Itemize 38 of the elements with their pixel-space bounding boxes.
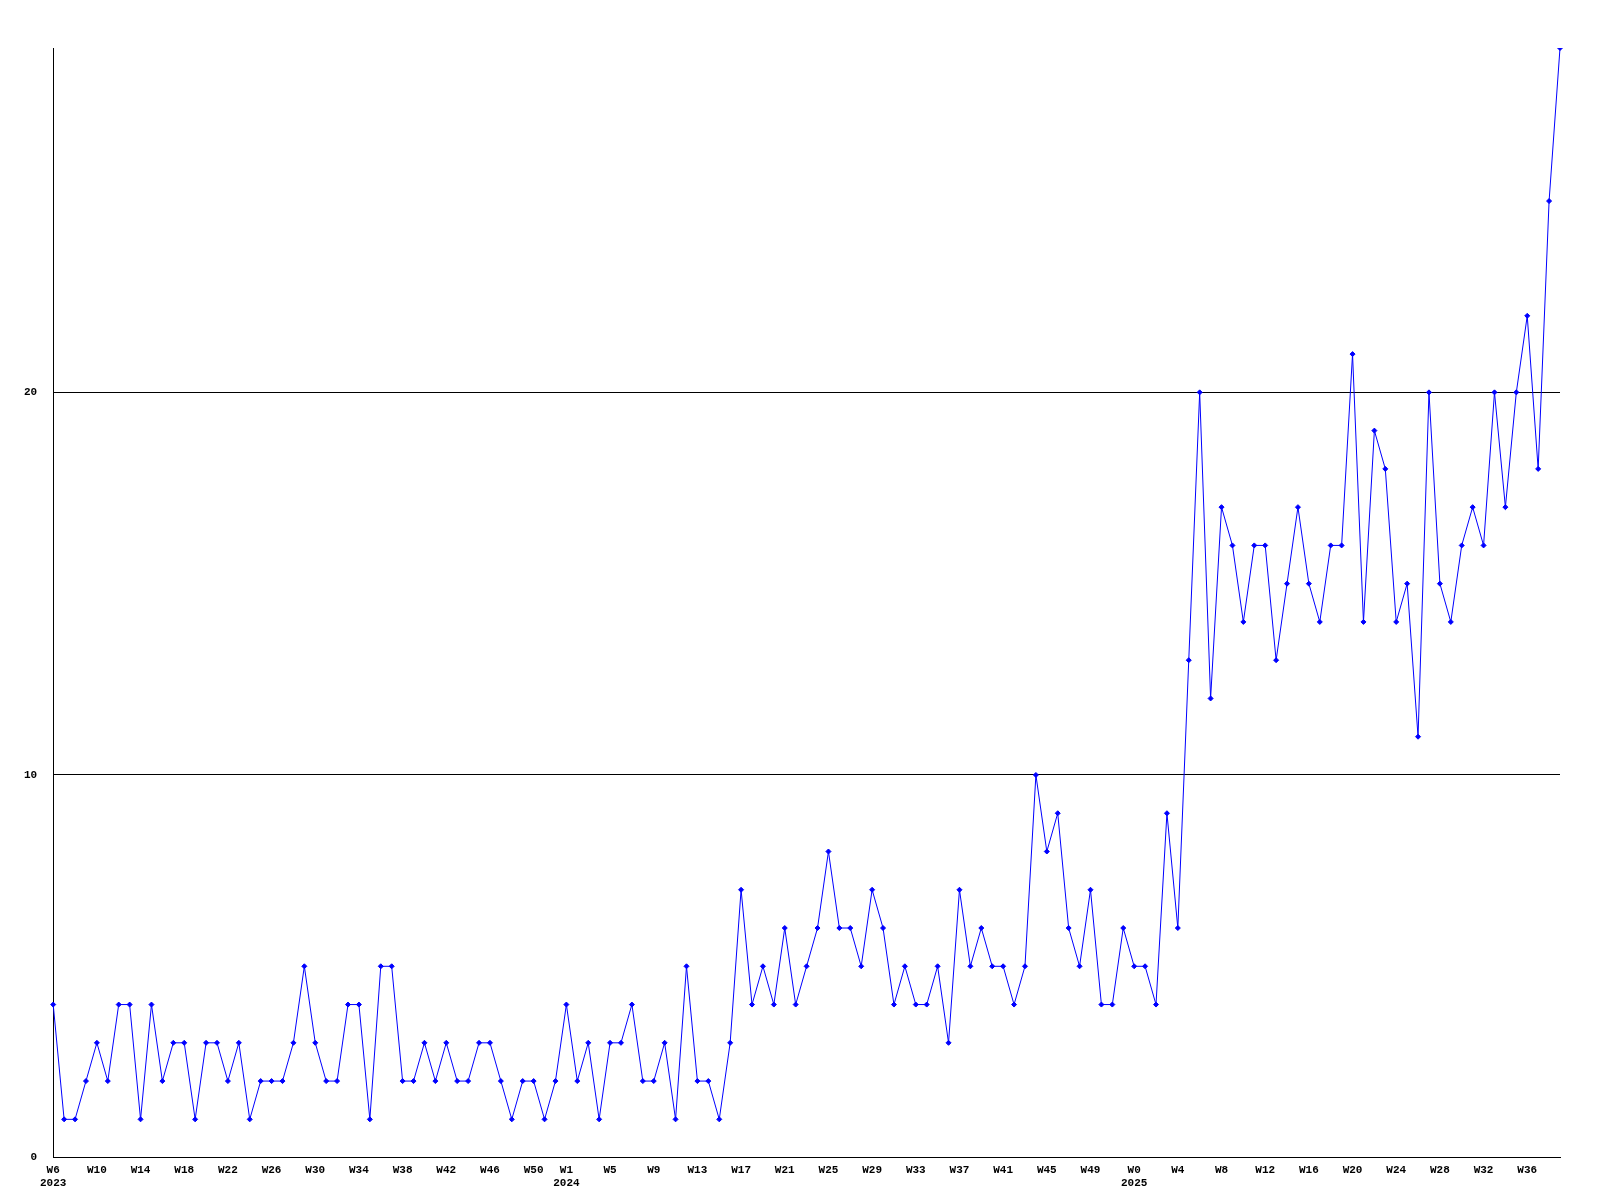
x-tick-label: W49	[1080, 1163, 1101, 1176]
x-tick-label: W10	[86, 1163, 107, 1176]
x-tick-label: W8	[1214, 1163, 1229, 1176]
x-tick-label: W33	[905, 1163, 927, 1176]
x-tick-label: W14	[130, 1163, 151, 1176]
x-tick-label: W30	[305, 1163, 326, 1176]
x-tick-label: W25	[818, 1163, 839, 1176]
x-tick-label: W1 2024	[553, 1163, 580, 1190]
y-tick-label: 20	[24, 386, 38, 399]
x-tick-label: W12	[1255, 1163, 1276, 1176]
y-tick-label: 0	[30, 1151, 38, 1164]
x-tick-label: W46	[480, 1163, 500, 1176]
x-tick-label: W0 2025	[1120, 1163, 1148, 1190]
x-tick-label: W34	[349, 1163, 370, 1176]
x-tick-label: W4	[1171, 1163, 1185, 1176]
x-tick-label: W21	[774, 1163, 796, 1176]
x-tick-label: W38	[392, 1163, 413, 1176]
x-tick-label: W6 2023	[40, 1163, 67, 1190]
x-tick-label: W28	[1429, 1163, 1451, 1176]
x-tick-label: W9	[647, 1163, 661, 1176]
x-tick-label: W45	[1036, 1163, 1058, 1176]
x-tick-label: W50	[523, 1163, 544, 1176]
x-tick-label: W26	[261, 1163, 282, 1176]
x-tick-label: W5	[603, 1163, 618, 1176]
x-tick-label: W29	[862, 1163, 883, 1176]
x-tick-label: W41	[993, 1163, 1014, 1176]
y-tick-label: 10	[24, 768, 38, 781]
x-tick-label: W13	[687, 1163, 708, 1176]
x-tick-label: W37	[949, 1163, 970, 1176]
x-tick-label: W18	[174, 1163, 195, 1176]
x-tick-label: W16	[1298, 1163, 1319, 1176]
x-tick-label: W42	[436, 1163, 457, 1176]
x-tick-label: W17	[731, 1163, 751, 1176]
x-tick-label: W36	[1517, 1163, 1538, 1176]
x-tick-label: W24	[1386, 1163, 1407, 1176]
x-tick-label: W22	[218, 1163, 238, 1176]
x-tick-label: W20	[1342, 1163, 1363, 1176]
x-tick-label: W32	[1473, 1163, 1494, 1176]
